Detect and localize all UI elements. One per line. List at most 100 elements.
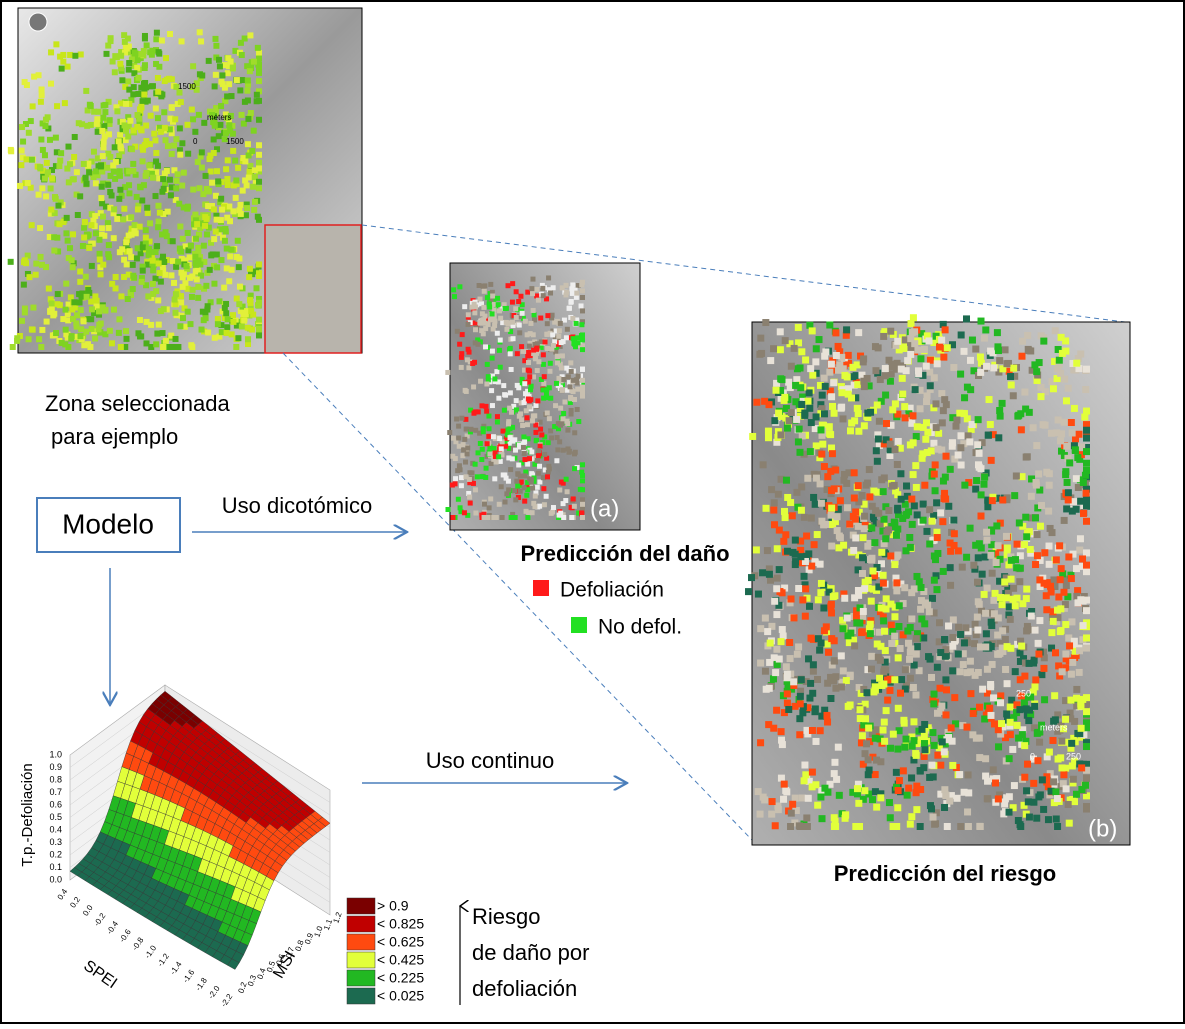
- map-pixel: [977, 823, 984, 830]
- map-pixel: [252, 199, 258, 205]
- map-pixel: [77, 333, 83, 339]
- map-pixel: [816, 336, 823, 343]
- map-pixel: [256, 165, 262, 171]
- map-pixel: [175, 171, 181, 177]
- map-pixel: [256, 326, 262, 332]
- map-pixel: [98, 163, 104, 169]
- map-pixel: [972, 542, 979, 549]
- map-pixel: [527, 369, 532, 374]
- map-pixel: [25, 180, 31, 186]
- map-pixel: [147, 220, 153, 226]
- map-pixel: [156, 64, 162, 70]
- map-pixel: [189, 294, 195, 300]
- map-pixel: [459, 365, 464, 370]
- map-pixel: [929, 595, 936, 602]
- map-pixel: [837, 497, 844, 504]
- map-pixel: [114, 108, 120, 114]
- map-pixel: [110, 162, 116, 168]
- z-tick-label: 0.1: [49, 862, 62, 872]
- map-pixel: [1033, 815, 1040, 822]
- z-axis-label: T.p.-Defoliación: [19, 763, 36, 866]
- map-pixel: [56, 163, 62, 169]
- map-pixel: [883, 420, 890, 427]
- map-pixel: [932, 461, 939, 468]
- map-pixel: [770, 507, 777, 514]
- map-pixel: [887, 814, 894, 821]
- map-pixel: [955, 547, 962, 554]
- map-pixel: [46, 286, 52, 292]
- map-pixel: [140, 244, 146, 250]
- map-pixel: [86, 169, 92, 175]
- map-pixel: [844, 504, 851, 511]
- map-pixel: [799, 794, 806, 801]
- map-pixel: [223, 229, 229, 235]
- map-pixel: [1049, 529, 1056, 536]
- map-pixel: [54, 301, 60, 307]
- map-pixel: [154, 243, 160, 249]
- map-pixel: [1034, 552, 1041, 559]
- map-pixel: [1083, 366, 1090, 373]
- legend-swatch: [347, 988, 375, 1004]
- map-pixel: [485, 295, 490, 300]
- map-pixel: [940, 354, 947, 361]
- map-pixel: [541, 486, 546, 491]
- map-pixel: [790, 614, 797, 621]
- map-pixel: [877, 657, 884, 664]
- map-pixel: [97, 251, 103, 257]
- map-pixel: [1017, 676, 1024, 683]
- map-pixel: [851, 495, 858, 502]
- map-pixel: [551, 285, 556, 290]
- map-pixel: [117, 132, 123, 138]
- map-pixel: [239, 324, 245, 330]
- map-pixel: [767, 357, 774, 364]
- map-pixel: [75, 212, 81, 218]
- map-pixel: [74, 169, 80, 175]
- map-pixel: [891, 561, 898, 568]
- map-pixel: [818, 639, 825, 646]
- map-pixel: [515, 351, 520, 356]
- map-pixel: [817, 426, 824, 433]
- map-pixel: [995, 542, 1002, 549]
- map-pixel: [995, 651, 1002, 658]
- map-pixel: [245, 141, 251, 147]
- map-pixel: [933, 424, 940, 431]
- map-pixel: [153, 193, 159, 199]
- map-pixel: [905, 785, 912, 792]
- map-pixel: [745, 588, 752, 595]
- map-pixel: [766, 685, 773, 692]
- map-pixel: [89, 306, 95, 312]
- map-pixel: [1066, 642, 1073, 649]
- map-pixel: [123, 101, 129, 107]
- overview-map: [8, 8, 362, 353]
- map-pixel: [156, 49, 162, 55]
- map-pixel: [748, 574, 755, 581]
- map-pixel: [572, 430, 577, 435]
- map-pixel: [1056, 542, 1063, 549]
- map-pixel: [183, 263, 189, 269]
- map-pixel: [1046, 561, 1053, 568]
- map-pixel: [65, 144, 71, 150]
- scale-label: meters: [1040, 722, 1068, 732]
- map-pixel: [787, 499, 794, 506]
- map-pixel: [757, 660, 764, 667]
- map-pixel: [892, 446, 899, 453]
- map-pixel: [981, 715, 988, 722]
- map-pixel: [93, 230, 99, 236]
- map-pixel: [764, 547, 771, 554]
- map-pixel: [167, 31, 173, 37]
- map-pixel: [98, 271, 104, 277]
- map-pixel: [457, 284, 462, 289]
- map-pixel: [829, 403, 836, 410]
- map-pixel: [122, 122, 128, 128]
- map-pixel: [818, 451, 825, 458]
- map-pixel: [859, 628, 866, 635]
- map-pixel: [571, 378, 576, 383]
- map-pixel: [955, 624, 962, 631]
- map-pixel: [1073, 360, 1080, 367]
- map-pixel: [939, 738, 946, 745]
- map-pixel: [776, 656, 783, 663]
- map-pixel: [787, 823, 794, 830]
- map-pixel: [868, 598, 875, 605]
- map-pixel: [818, 518, 825, 525]
- map-pixel: [44, 160, 50, 166]
